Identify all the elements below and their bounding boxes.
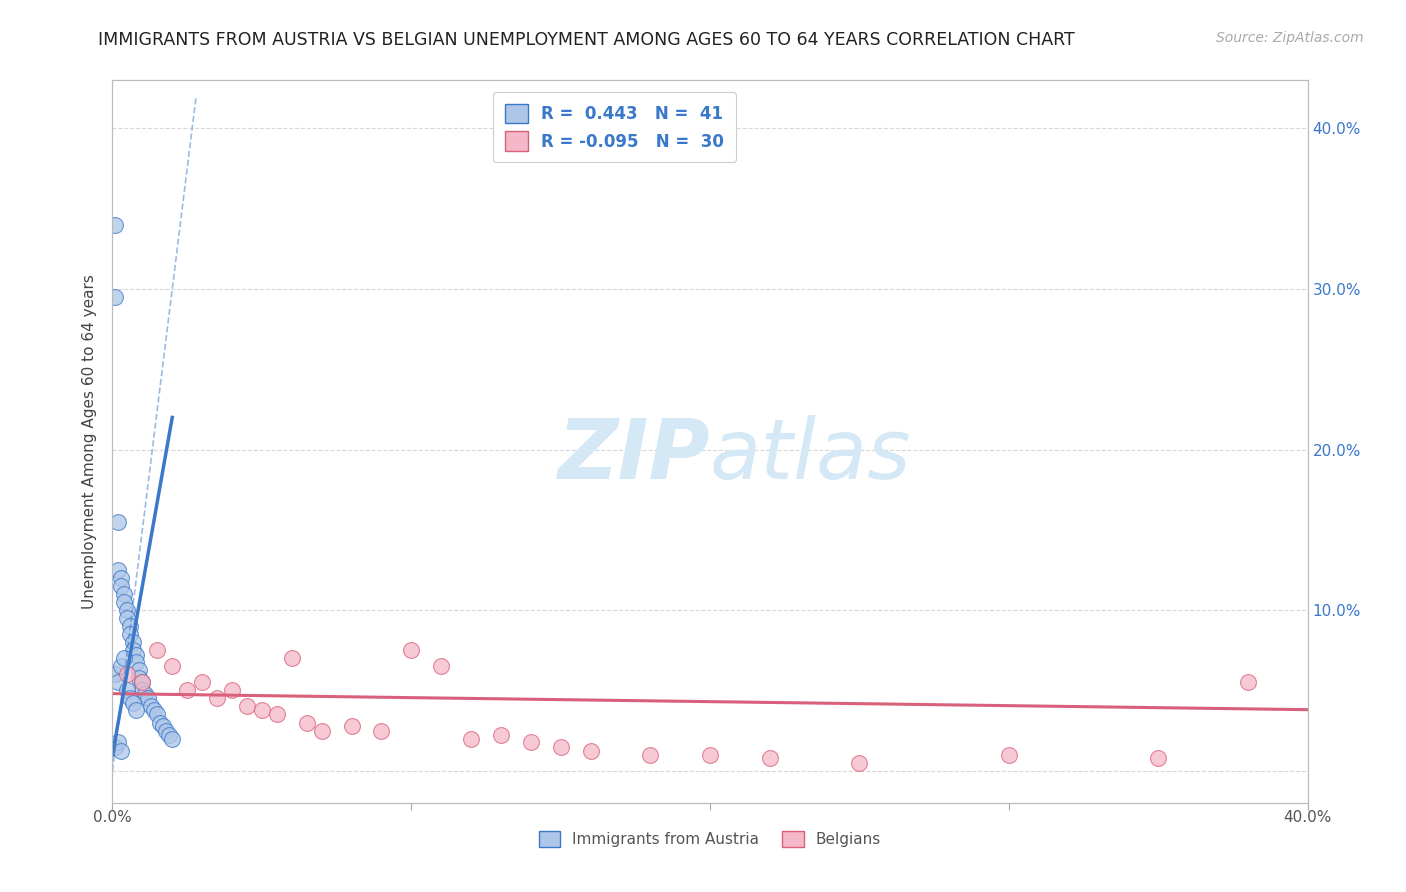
Point <box>110 744 132 758</box>
Point <box>281 651 304 665</box>
Point <box>114 651 135 665</box>
Point <box>110 571 132 585</box>
Point <box>848 756 870 770</box>
Point <box>120 627 142 641</box>
Point <box>107 515 129 529</box>
Point <box>131 675 153 690</box>
Point <box>141 699 163 714</box>
Point <box>176 683 198 698</box>
Point <box>152 719 174 733</box>
Point <box>340 719 363 733</box>
Point <box>131 675 153 690</box>
Point <box>107 675 129 690</box>
Y-axis label: Unemployment Among Ages 60 to 64 years: Unemployment Among Ages 60 to 64 years <box>82 274 97 609</box>
Point <box>460 731 482 746</box>
Point <box>122 635 145 649</box>
Point <box>162 731 183 746</box>
Point <box>640 747 662 762</box>
Point <box>131 683 153 698</box>
Point <box>295 715 318 730</box>
Point <box>520 735 543 749</box>
Text: atlas: atlas <box>710 416 911 497</box>
Point <box>550 739 572 754</box>
Point <box>104 739 127 754</box>
Point <box>125 703 148 717</box>
Point <box>236 699 259 714</box>
Text: IMMIGRANTS FROM AUSTRIA VS BELGIAN UNEMPLOYMENT AMONG AGES 60 TO 64 YEARS CORREL: IMMIGRANTS FROM AUSTRIA VS BELGIAN UNEMP… <box>98 31 1076 49</box>
Point <box>117 667 139 681</box>
Point <box>221 683 243 698</box>
Point <box>134 687 156 701</box>
Point <box>1237 675 1260 690</box>
Point <box>401 643 423 657</box>
Point <box>489 728 512 742</box>
Point <box>143 703 166 717</box>
Point <box>107 735 129 749</box>
Point <box>157 728 180 742</box>
Point <box>579 744 602 758</box>
Point <box>104 290 127 304</box>
Point <box>128 663 150 677</box>
Point <box>146 707 169 722</box>
Point <box>104 218 127 232</box>
Point <box>266 707 288 722</box>
Point <box>125 655 148 669</box>
Point <box>117 603 139 617</box>
Legend: Immigrants from Austria, Belgians: Immigrants from Austria, Belgians <box>533 825 887 853</box>
Point <box>125 648 148 662</box>
Point <box>122 643 145 657</box>
Point <box>104 667 127 681</box>
Point <box>117 683 139 698</box>
Point <box>146 643 169 657</box>
Point <box>162 659 183 673</box>
Point <box>1147 751 1170 765</box>
Point <box>149 715 172 730</box>
Text: 0.0%: 0.0% <box>93 810 132 824</box>
Point <box>110 579 132 593</box>
Point <box>998 747 1021 762</box>
Text: ZIP: ZIP <box>557 416 710 497</box>
Point <box>122 696 145 710</box>
Point <box>430 659 453 673</box>
Point <box>138 691 160 706</box>
Point <box>699 747 721 762</box>
Point <box>759 751 782 765</box>
Point <box>205 691 228 706</box>
Point <box>370 723 392 738</box>
Point <box>110 659 132 673</box>
Point <box>311 723 333 738</box>
Point <box>117 611 139 625</box>
Point <box>250 703 273 717</box>
Text: Source: ZipAtlas.com: Source: ZipAtlas.com <box>1216 31 1364 45</box>
Point <box>191 675 214 690</box>
Point <box>120 691 142 706</box>
Point <box>155 723 177 738</box>
Point <box>120 619 142 633</box>
Point <box>128 671 150 685</box>
Point <box>107 563 129 577</box>
Point <box>114 595 135 609</box>
Point <box>114 587 135 601</box>
Text: 40.0%: 40.0% <box>1284 810 1331 824</box>
